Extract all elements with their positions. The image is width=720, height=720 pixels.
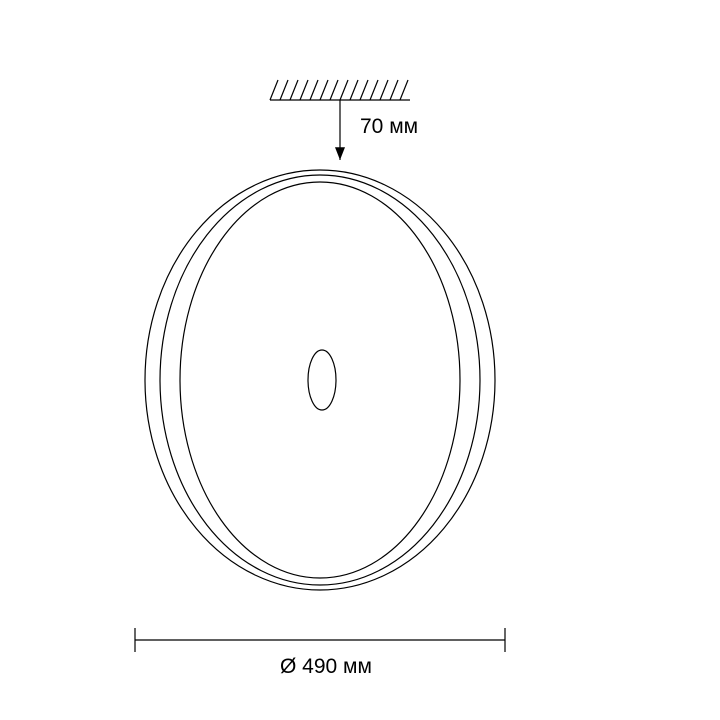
drawing-svg — [0, 0, 720, 720]
height-label: 70 мм — [360, 115, 418, 139]
diameter-label: Ø 490 мм — [280, 655, 372, 679]
technical-drawing: { "drawing": { "stroke": "#000000", "str… — [0, 0, 720, 720]
